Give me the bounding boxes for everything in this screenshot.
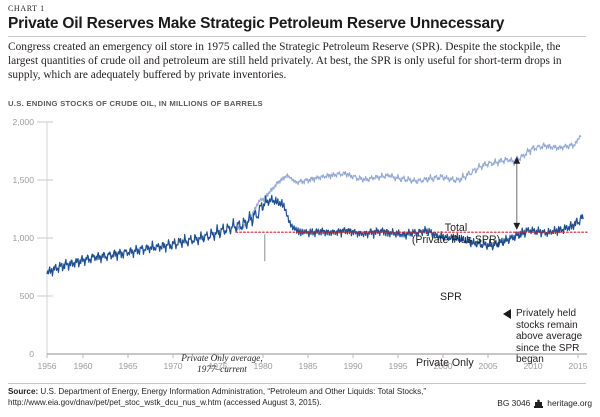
chart-deck: Congress created an emergency oil store … <box>8 41 562 82</box>
y-axis-tick-label: 500 <box>19 291 34 301</box>
source-label: Source: <box>8 387 39 396</box>
chart-number: CHART 1 <box>8 4 45 13</box>
chart-axis-title: U.S. ENDING STOCKS OF CRUDE OIL, IN MILL… <box>8 99 263 108</box>
x-axis-tick-label: 1980 <box>253 361 273 371</box>
series-line-private-only <box>46 194 584 277</box>
footer-divider <box>8 383 586 384</box>
y-axis-tick-label: 2,000 <box>12 117 34 127</box>
x-axis-tick-label: 1985 <box>298 361 318 371</box>
x-axis-tick-label: 2010 <box>523 361 543 371</box>
annotation-spr-label: SPR <box>440 291 462 303</box>
x-axis-tick-label: 1995 <box>388 361 408 371</box>
annotation-average-label: Private Only average, 1977–current <box>181 353 263 374</box>
x-axis-tick-label: 1965 <box>118 361 138 371</box>
source-note: Source: U.S. Department of Energy, Energ… <box>8 387 438 408</box>
annotation-total-label: Total (Private Plus SPR) <box>411 222 501 247</box>
brief-id: BG 3046 <box>497 398 531 408</box>
source-text: U.S. Department of Energy, Energy Inform… <box>8 387 427 407</box>
y-axis-tick-label: 1,000 <box>12 233 34 243</box>
x-axis-tick-label: 1975 <box>208 361 228 371</box>
title-divider <box>8 36 586 37</box>
chart-canvas <box>37 121 588 358</box>
callout-arrow-icon <box>503 309 511 319</box>
plot-area: 0 500 1,000 1,500 2,000 1956 1960 1965 1970 1975… <box>0 110 600 374</box>
x-axis-tick-label: 2005 <box>478 361 498 371</box>
y-axis-tick-label: 1,500 <box>12 175 34 185</box>
brief-id-block: BG 3046 heritage.org <box>497 398 592 408</box>
x-axis-tick-label: 1970 <box>163 361 183 371</box>
site-url: heritage.org <box>547 398 592 408</box>
annotation-private-only-label: Private Only <box>416 357 474 369</box>
x-axis-tick-label: 1990 <box>343 361 363 371</box>
heritage-logo-icon <box>534 399 544 408</box>
annotation-callout: Privately held stocks remain above avera… <box>516 308 583 366</box>
x-axis-tick-label: 1960 <box>73 361 93 371</box>
spr-arrow-head-up <box>513 156 521 164</box>
x-axis-tick-label: 2000 <box>433 361 453 371</box>
x-axis-tick-label: 1956 <box>37 361 57 371</box>
spr-arrow-head-down <box>513 222 521 230</box>
page-title: Private Oil Reserves Make Strategic Petr… <box>8 15 505 32</box>
x-axis-tick-label: 2015 <box>568 361 588 371</box>
series-line-total <box>235 135 582 231</box>
y-axis-tick-label: 0 <box>29 349 34 359</box>
